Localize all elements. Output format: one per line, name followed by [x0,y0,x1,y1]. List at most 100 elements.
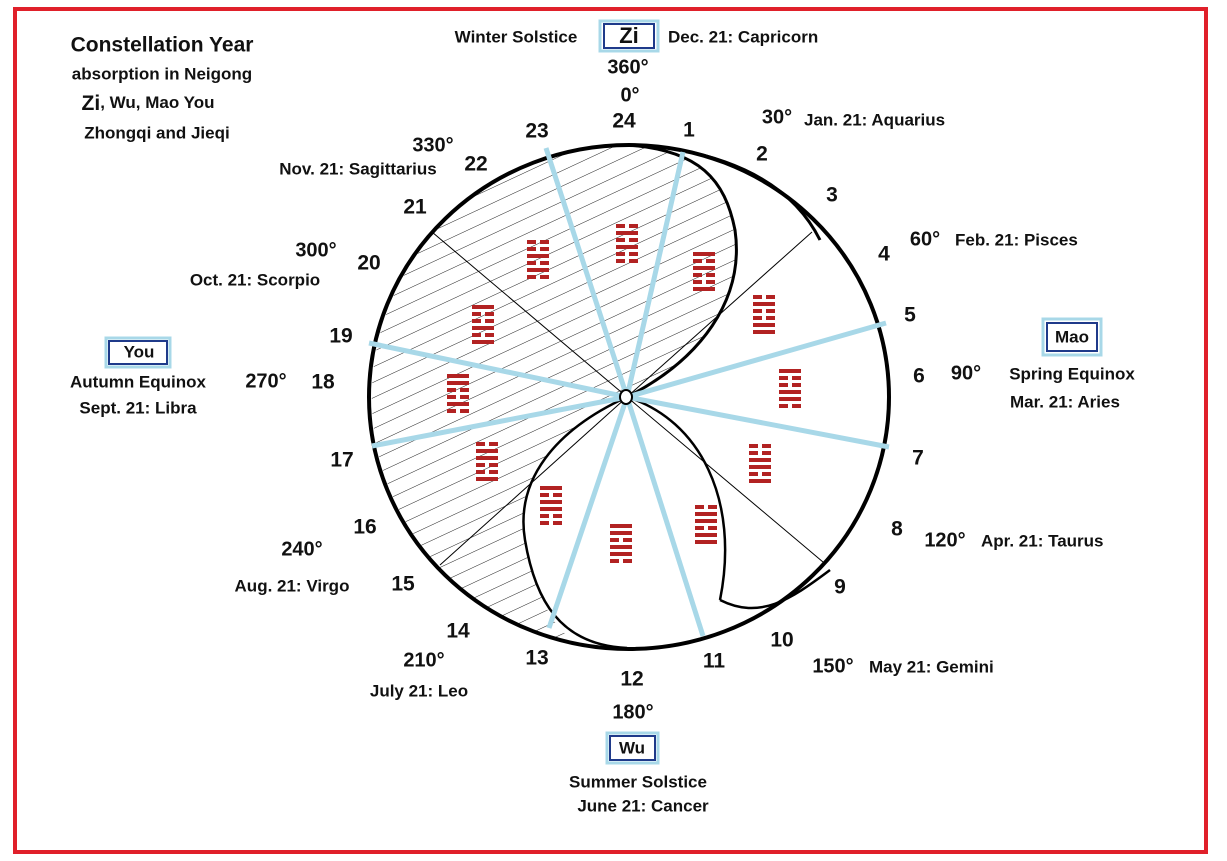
yin-line [460,409,469,413]
hour-label: 24 [612,110,636,133]
subtitle: absorption in Neigong [72,64,252,83]
yin-line [749,444,758,448]
yang-line [540,507,562,511]
hexagram [695,505,717,544]
yang-line [527,254,549,258]
hour-label: 4 [878,243,890,266]
yin-line [693,273,702,277]
yin-line [616,224,625,228]
hour-label: 16 [353,516,376,539]
yang-line [610,552,632,556]
yang-line [779,369,801,373]
degree-label: 360° [607,56,648,78]
subtitle: Zi, Wu, Mao You [82,92,215,115]
yin-line [629,252,638,256]
yin-line [779,383,788,387]
degree-label: 30° [762,106,792,128]
yin-line [460,388,469,392]
yin-line [553,521,562,525]
thin-rays [431,231,824,566]
yin-line [540,493,549,497]
hexagram [693,252,715,291]
hexagram [447,374,469,413]
degree-label: 210° [403,649,444,671]
yin-line [753,316,762,320]
hexagram [779,369,801,408]
yang-line [695,512,717,516]
hour-label: 6 [913,365,925,388]
yang-line [753,302,775,306]
yin-line [623,559,632,563]
yang-line [472,326,494,330]
yin-line [762,472,771,476]
yang-line [749,465,771,469]
box [108,340,168,365]
yang-line [693,287,715,291]
box [598,19,660,53]
yang-line [753,330,775,334]
hour-label: 20 [357,252,380,275]
yang-line [693,252,715,256]
yin-line [476,470,485,474]
yang-line [695,540,717,544]
yang-line [472,305,494,309]
yang-line [610,545,632,549]
subtitle: Zhongqi and Jieqi [84,123,229,142]
hour-label: 15 [391,573,415,596]
yin-line [489,470,498,474]
hexagram [540,486,562,525]
hour-label: 3 [826,184,838,207]
sign-label: Apr. 21: Taurus [981,531,1104,550]
degree-label: 300° [295,239,336,261]
yin-line [540,261,549,265]
yang-line [447,402,469,406]
hexagrams [447,224,801,563]
hour-label: 18 [311,371,335,394]
yin-line [629,238,638,242]
title: Constellation Year [71,34,254,57]
hour-label: 19 [329,325,352,348]
yin-line [708,505,717,509]
degree-label: 150° [812,655,853,677]
yin-line [447,395,456,399]
season: Autumn Equinox [70,372,207,391]
s-curve [626,143,738,399]
rest: , Wu, Mao You [100,93,214,112]
yin-line [527,247,536,251]
hour-label: 9 [834,576,846,599]
yin-line [623,538,632,542]
box [104,336,172,369]
degree-label: 90° [951,362,981,384]
box [603,23,655,49]
yin-line [540,247,549,251]
center [619,389,633,405]
yang-line [472,340,494,344]
hexagram [610,524,632,563]
yang-line [695,519,717,523]
yin-line [616,252,625,256]
yin-line [753,295,762,299]
hour-label: 14 [446,620,470,643]
yin-line [610,559,619,563]
arc [679,148,822,241]
yang-line [447,374,469,378]
yin-line [762,451,771,455]
yin-line [485,319,494,323]
yang-line [540,500,562,504]
sign-label: Sept. 21: Libra [79,398,197,417]
yang-line [749,479,771,483]
yin-line [527,261,536,265]
yin-line [695,526,704,530]
yin-line [616,259,625,263]
yin-line [708,526,717,530]
yin-line [693,280,702,284]
box [1041,317,1103,357]
degree-label: 240° [281,538,322,560]
yin-line [749,451,758,455]
yin-line [489,442,498,446]
yang-line [753,323,775,327]
yin-line [792,404,801,408]
yin-line [476,442,485,446]
yin-line [792,383,801,387]
